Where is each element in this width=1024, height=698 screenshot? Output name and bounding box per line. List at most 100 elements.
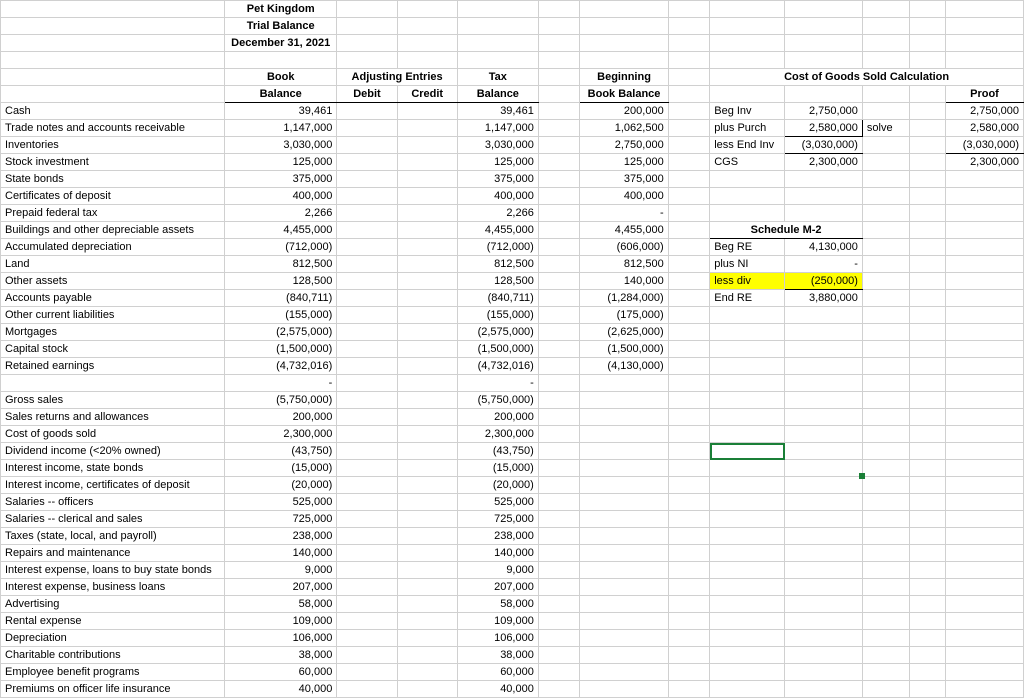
beg-book-cell[interactable]: 140,000 (580, 273, 668, 290)
book-balance-cell[interactable]: 725,000 (225, 511, 337, 528)
book-balance-cell[interactable]: 238,000 (225, 528, 337, 545)
book-balance-cell[interactable]: 38,000 (225, 647, 337, 664)
adj-credit-cell[interactable] (397, 596, 457, 613)
adj-debit-cell[interactable] (337, 392, 397, 409)
adj-credit-cell[interactable] (397, 273, 457, 290)
beg-book-cell[interactable] (580, 647, 668, 664)
beg-book-cell[interactable]: (1,500,000) (580, 341, 668, 358)
tax-balance-cell[interactable]: 58,000 (457, 596, 538, 613)
adj-debit-cell[interactable] (337, 409, 397, 426)
adj-credit-cell[interactable] (397, 528, 457, 545)
adj-credit-cell[interactable] (397, 545, 457, 562)
beg-book-cell[interactable] (580, 596, 668, 613)
tax-balance-cell[interactable]: 109,000 (457, 613, 538, 630)
tax-balance-cell[interactable]: 38,000 (457, 647, 538, 664)
adj-debit-cell[interactable] (337, 171, 397, 188)
tax-balance-cell[interactable]: 238,000 (457, 528, 538, 545)
book-balance-cell[interactable]: 9,000 (225, 562, 337, 579)
adj-credit-cell[interactable] (397, 341, 457, 358)
beg-book-cell[interactable] (580, 426, 668, 443)
tax-balance-cell[interactable]: (15,000) (457, 460, 538, 477)
beg-book-cell[interactable] (580, 460, 668, 477)
book-balance-cell[interactable]: 400,000 (225, 188, 337, 205)
beg-book-cell[interactable] (580, 562, 668, 579)
tax-balance-cell[interactable]: 106,000 (457, 630, 538, 647)
adj-debit-cell[interactable] (337, 324, 397, 341)
book-balance-cell[interactable]: 3,030,000 (225, 137, 337, 154)
adj-debit-cell[interactable] (337, 426, 397, 443)
book-balance-cell[interactable]: 125,000 (225, 154, 337, 171)
book-balance-cell[interactable]: 4,455,000 (225, 222, 337, 239)
adj-debit-cell[interactable] (337, 562, 397, 579)
adj-credit-cell[interactable] (397, 103, 457, 120)
selected-cell[interactable] (710, 443, 785, 460)
adj-credit-cell[interactable] (397, 477, 457, 494)
beg-book-cell[interactable]: 400,000 (580, 188, 668, 205)
adj-credit-cell[interactable] (397, 630, 457, 647)
adj-debit-cell[interactable] (337, 511, 397, 528)
tax-balance-cell[interactable]: 60,000 (457, 664, 538, 681)
adj-credit-cell[interactable] (397, 426, 457, 443)
book-balance-cell[interactable]: (155,000) (225, 307, 337, 324)
adj-debit-cell[interactable] (337, 103, 397, 120)
adj-debit-cell[interactable] (337, 630, 397, 647)
tax-balance-cell[interactable]: 4,455,000 (457, 222, 538, 239)
adj-credit-cell[interactable] (397, 256, 457, 273)
beg-book-cell[interactable]: 125,000 (580, 154, 668, 171)
beg-book-cell[interactable] (580, 528, 668, 545)
tax-balance-cell[interactable]: (43,750) (457, 443, 538, 460)
adj-credit-cell[interactable] (397, 613, 457, 630)
adj-debit-cell[interactable] (337, 239, 397, 256)
beg-book-cell[interactable] (580, 375, 668, 392)
tax-balance-cell[interactable]: 3,030,000 (457, 137, 538, 154)
selection-handle[interactable] (785, 460, 863, 477)
beg-book-cell[interactable]: 375,000 (580, 171, 668, 188)
beg-book-cell[interactable] (580, 681, 668, 698)
beg-book-cell[interactable]: 812,500 (580, 256, 668, 273)
adj-credit-cell[interactable] (397, 443, 457, 460)
beg-book-cell[interactable]: 200,000 (580, 103, 668, 120)
adj-debit-cell[interactable] (337, 528, 397, 545)
adj-debit-cell[interactable] (337, 205, 397, 222)
book-balance-cell[interactable]: 58,000 (225, 596, 337, 613)
adj-credit-cell[interactable] (397, 171, 457, 188)
tax-balance-cell[interactable]: 125,000 (457, 154, 538, 171)
tax-balance-cell[interactable]: (5,750,000) (457, 392, 538, 409)
tax-balance-cell[interactable]: 812,500 (457, 256, 538, 273)
adj-debit-cell[interactable] (337, 681, 397, 698)
tax-balance-cell[interactable]: 400,000 (457, 188, 538, 205)
adj-debit-cell[interactable] (337, 460, 397, 477)
beg-book-cell[interactable]: - (580, 205, 668, 222)
adj-credit-cell[interactable] (397, 409, 457, 426)
adj-debit-cell[interactable] (337, 664, 397, 681)
adj-debit-cell[interactable] (337, 154, 397, 171)
adj-credit-cell[interactable] (397, 205, 457, 222)
book-balance-cell[interactable]: (5,750,000) (225, 392, 337, 409)
book-balance-cell[interactable]: 812,500 (225, 256, 337, 273)
adj-credit-cell[interactable] (397, 562, 457, 579)
tax-balance-cell[interactable]: 525,000 (457, 494, 538, 511)
tax-balance-cell[interactable]: 207,000 (457, 579, 538, 596)
adj-debit-cell[interactable] (337, 375, 397, 392)
book-balance-cell[interactable]: 40,000 (225, 681, 337, 698)
book-balance-cell[interactable]: 2,266 (225, 205, 337, 222)
adj-debit-cell[interactable] (337, 477, 397, 494)
beg-book-cell[interactable] (580, 664, 668, 681)
adj-credit-cell[interactable] (397, 188, 457, 205)
tax-balance-cell[interactable]: 375,000 (457, 171, 538, 188)
adj-credit-cell[interactable] (397, 307, 457, 324)
tax-balance-cell[interactable]: 128,500 (457, 273, 538, 290)
book-balance-cell[interactable]: (4,732,016) (225, 358, 337, 375)
tax-balance-cell[interactable]: 9,000 (457, 562, 538, 579)
adj-credit-cell[interactable] (397, 392, 457, 409)
beg-book-cell[interactable] (580, 579, 668, 596)
adj-debit-cell[interactable] (337, 222, 397, 239)
adj-debit-cell[interactable] (337, 443, 397, 460)
tax-balance-cell[interactable]: (712,000) (457, 239, 538, 256)
book-balance-cell[interactable]: 1,147,000 (225, 120, 337, 137)
book-balance-cell[interactable]: 140,000 (225, 545, 337, 562)
tax-balance-cell[interactable]: (155,000) (457, 307, 538, 324)
tax-balance-cell[interactable]: 39,461 (457, 103, 538, 120)
tax-balance-cell[interactable]: 40,000 (457, 681, 538, 698)
tax-balance-cell[interactable]: (2,575,000) (457, 324, 538, 341)
